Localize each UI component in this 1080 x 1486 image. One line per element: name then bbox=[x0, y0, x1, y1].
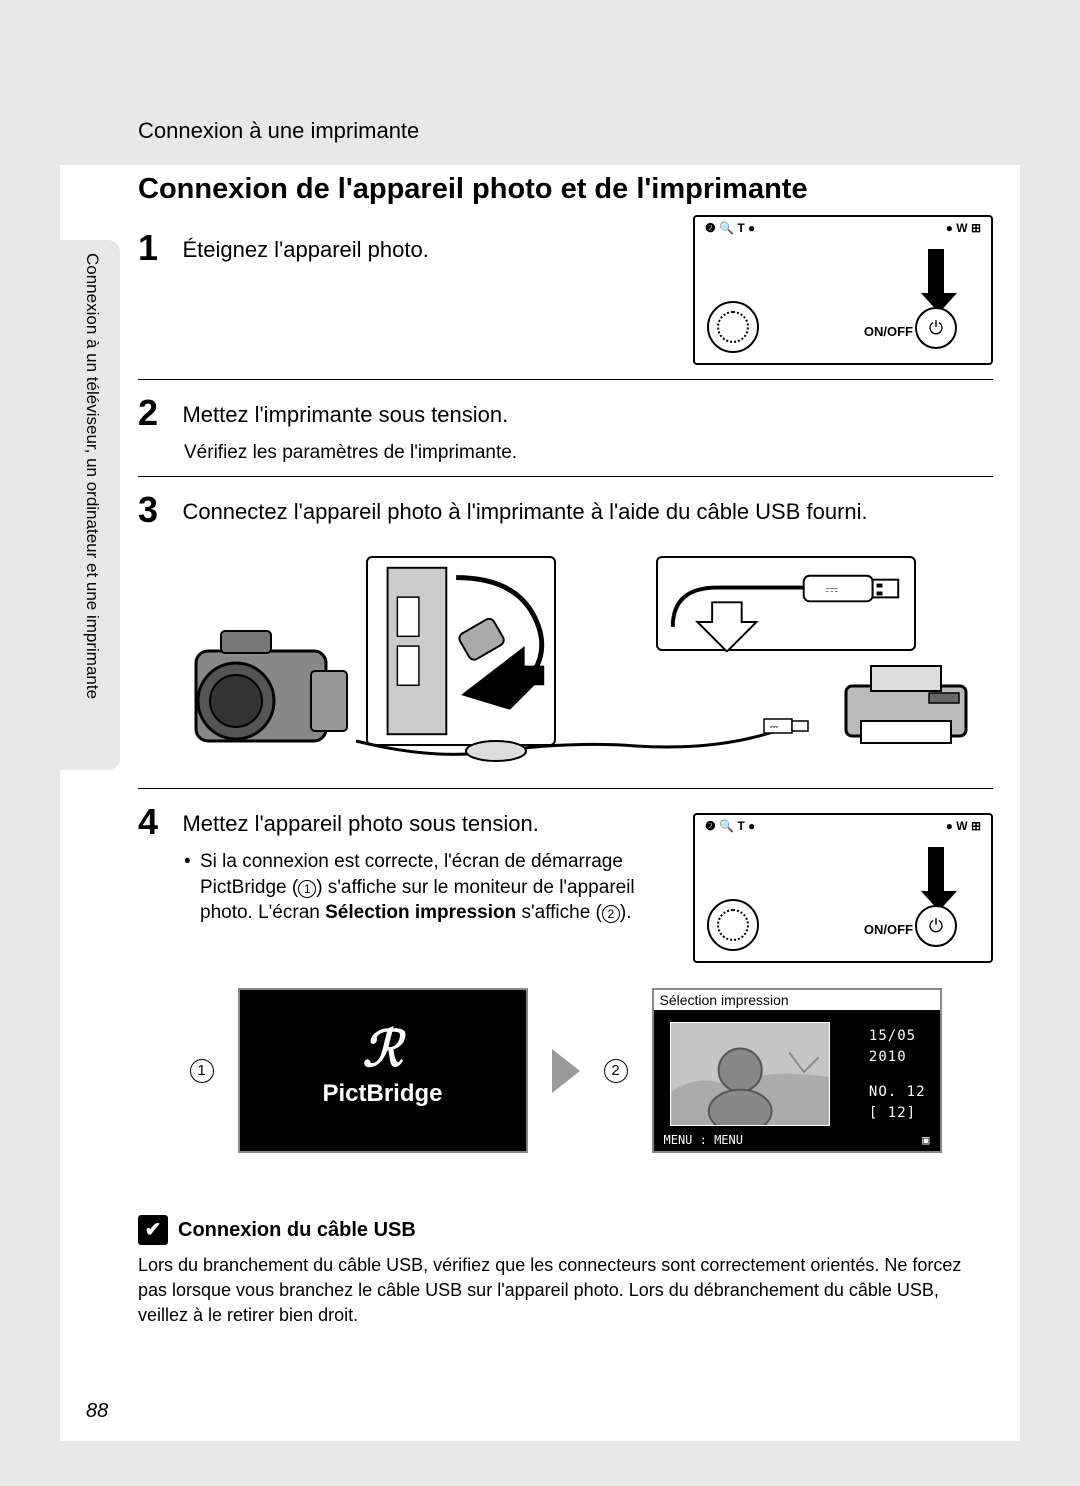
zoom-tele-icon: ❷ 🔍 T ● bbox=[705, 819, 755, 839]
pictbridge-screen: ℛ PictBridge bbox=[238, 988, 528, 1153]
ok-icon: ▣ bbox=[922, 1133, 929, 1147]
usb-connection-diagram: ⎓ ⎓ bbox=[156, 551, 976, 766]
content-area: 1 Éteignez l'appareil photo. ❷ 🔍 T ● ● W… bbox=[138, 215, 993, 1329]
note-title: Connexion du câble USB bbox=[178, 1216, 416, 1244]
arrow-right-icon bbox=[552, 1049, 580, 1093]
check-icon: ✔ bbox=[138, 1215, 168, 1245]
page-title: Connexion de l'appareil photo et de l'im… bbox=[138, 173, 808, 206]
selection-screen: Sélection impression 15/05 2010 bbox=[652, 988, 942, 1153]
circled-1-icon: 1 bbox=[298, 880, 316, 898]
step-number: 2 bbox=[138, 392, 178, 434]
manual-page: Connexion à une imprimante Connexion de … bbox=[60, 45, 1020, 1441]
page-number: 88 bbox=[86, 1400, 108, 1423]
camera-zoom-bar: ❷ 🔍 T ● ● W ⊞ bbox=[695, 217, 991, 245]
zoom-wide-icon: ● W ⊞ bbox=[946, 819, 981, 839]
note-heading: ✔ Connexion du câble USB bbox=[138, 1215, 993, 1245]
mode-dial-icon bbox=[707, 301, 759, 353]
circled-2-icon: 2 bbox=[602, 905, 620, 923]
header-gray-band bbox=[60, 45, 1020, 165]
bracket-count: [ 12] bbox=[869, 1103, 926, 1124]
arrow-down-icon bbox=[921, 249, 951, 313]
no-label: NO. bbox=[869, 1084, 897, 1100]
step-subtext: Vérifiez les paramètres de l'imprimante. bbox=[184, 442, 993, 464]
onoff-label: ON/OFF bbox=[864, 922, 913, 937]
photo-info: 15/05 2010 NO. 12 [ 12] bbox=[869, 1026, 926, 1124]
step-heading: Connectez l'appareil photo à l'imprimant… bbox=[182, 489, 982, 525]
no-value: 12 bbox=[907, 1084, 926, 1100]
note-body: Lors du branchement du câble USB, vérifi… bbox=[138, 1253, 993, 1329]
step-heading: Éteignez l'appareil photo. bbox=[182, 227, 662, 263]
power-button-icon: ⏻ bbox=[915, 307, 957, 349]
step-4: 4 Mettez l'appareil photo sous tension. … bbox=[138, 789, 993, 1165]
photo-thumbnail-icon bbox=[670, 1022, 830, 1126]
mode-dial-icon bbox=[707, 899, 759, 951]
step-bullet: Si la connexion est correcte, l'écran de… bbox=[200, 849, 650, 926]
screen-footer: MENU : MENU ▣ bbox=[664, 1133, 930, 1147]
side-tab-label: Connexion à un téléviseur, un ordinateur… bbox=[82, 253, 102, 699]
bullet-bold: Sélection impression bbox=[325, 902, 516, 923]
camera-off-illustration: ❷ 🔍 T ● ● W ⊞ ON/OFF ⏻ bbox=[693, 215, 993, 365]
pictbridge-logo-icon: ℛ bbox=[363, 1034, 403, 1064]
date-line-1: 15/05 bbox=[869, 1026, 926, 1047]
power-button-icon: ⏻ bbox=[915, 905, 957, 947]
arrow-down-icon bbox=[921, 847, 951, 911]
step-heading: Mettez l'imprimante sous tension. bbox=[182, 392, 982, 428]
section-header: Connexion à une imprimante bbox=[138, 118, 419, 144]
screen-sequence: 1 ℛ PictBridge 2 Sélection impression bbox=[138, 988, 993, 1153]
step-number: 3 bbox=[138, 489, 178, 531]
date-line-2: 2010 bbox=[869, 1047, 926, 1068]
onoff-label: ON/OFF bbox=[864, 324, 913, 339]
camera-top-detail: ❷ 🔍 T ● ● W ⊞ ON/OFF ⏻ bbox=[695, 217, 991, 363]
step-3: 3 Connectez l'appareil photo à l'imprima… bbox=[138, 477, 993, 789]
bullet-text-part: s'affiche ( bbox=[516, 902, 602, 923]
circled-2-icon: 2 bbox=[604, 1059, 628, 1083]
circled-1-icon: 1 bbox=[190, 1059, 214, 1083]
zoom-wide-icon: ● W ⊞ bbox=[946, 221, 981, 241]
note-box: ✔ Connexion du câble USB Lors du branche… bbox=[138, 1215, 993, 1329]
step-2: 2 Mettez l'imprimante sous tension. Véri… bbox=[138, 380, 993, 477]
printer-icon bbox=[841, 661, 971, 746]
step-1: 1 Éteignez l'appareil photo. ❷ 🔍 T ● ● W… bbox=[138, 215, 993, 380]
bullet-text-part: ). bbox=[620, 902, 632, 923]
menu-hint: MENU : MENU bbox=[664, 1133, 743, 1147]
camera-on-illustration: ❷ 🔍 T ● ● W ⊞ ON/OFF ⏻ bbox=[693, 813, 993, 963]
zoom-tele-icon: ❷ 🔍 T ● bbox=[705, 221, 755, 241]
svg-text:⎓: ⎓ bbox=[770, 722, 778, 733]
step-number: 4 bbox=[138, 801, 178, 843]
step-heading: Mettez l'appareil photo sous tension. bbox=[182, 801, 662, 837]
selection-title: Sélection impression bbox=[654, 990, 940, 1010]
step-number: 1 bbox=[138, 227, 178, 269]
pictbridge-label: PictBridge bbox=[322, 1080, 442, 1108]
